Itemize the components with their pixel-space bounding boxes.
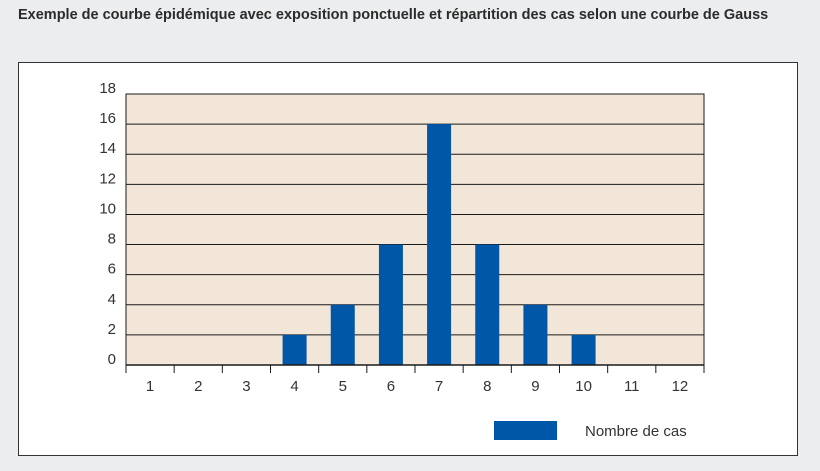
bar-5 <box>330 304 355 365</box>
chart-frame: 0 2 4 6 8 10 12 14 16 18 1 2 3 4 5 6 7 8 9 10 11 12 Nombre d… <box>18 62 798 456</box>
y-axis-tick-labels: 0 2 4 6 8 10 12 14 16 18 <box>99 80 116 368</box>
bar-8 <box>475 244 500 365</box>
legend-label: Nombre de cas <box>585 423 687 440</box>
bar-7 <box>427 124 452 365</box>
y-tick-label-8: 8 <box>108 231 116 248</box>
y-tick-label-12: 12 <box>99 170 116 187</box>
x-tick-label-6: 6 <box>387 378 395 395</box>
legend-swatch <box>494 421 557 440</box>
plot-area <box>125 93 705 366</box>
y-tick-label-6: 6 <box>108 261 116 278</box>
x-tick-label-7: 7 <box>435 378 443 395</box>
x-tick-label-11: 11 <box>624 378 640 395</box>
y-tick-label-14: 14 <box>99 140 116 157</box>
x-axis <box>125 364 705 373</box>
x-tick-label-3: 3 <box>242 378 250 395</box>
y-tick-label-10: 10 <box>99 200 116 217</box>
x-tick-label-9: 9 <box>531 378 539 395</box>
x-tick-label-8: 8 <box>483 378 491 395</box>
bar-4 <box>282 334 307 365</box>
x-tick-label-4: 4 <box>290 378 298 395</box>
bar-6 <box>378 244 403 365</box>
x-tick-label-12: 12 <box>672 378 689 395</box>
bars <box>282 124 596 365</box>
x-tick-label-10: 10 <box>575 378 592 395</box>
y-tick-label-4: 4 <box>108 291 116 308</box>
y-tick-label-2: 2 <box>108 321 116 338</box>
bar-9 <box>523 304 548 365</box>
x-tick-label-2: 2 <box>194 378 202 395</box>
x-axis-tick-labels: 1 2 3 4 5 6 7 8 9 10 11 12 <box>146 378 688 395</box>
page-title: Exemple de courbe épidémique avec exposi… <box>18 7 769 23</box>
y-tick-label-16: 16 <box>99 110 116 127</box>
bar-10 <box>571 334 596 365</box>
y-tick-label-0: 0 <box>108 351 116 368</box>
legend: Nombre de cas <box>494 421 687 440</box>
y-tick-label-18: 18 <box>99 80 116 97</box>
grid-lines <box>126 123 704 336</box>
x-tick-label-5: 5 <box>339 378 347 395</box>
x-tick-label-1: 1 <box>146 378 154 395</box>
